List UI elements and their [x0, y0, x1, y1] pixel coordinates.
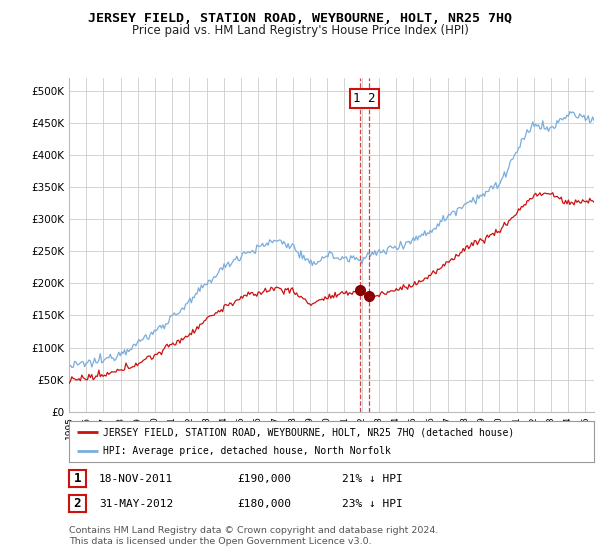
- Text: JERSEY FIELD, STATION ROAD, WEYBOURNE, HOLT, NR25 7HQ (detached house): JERSEY FIELD, STATION ROAD, WEYBOURNE, H…: [103, 427, 514, 437]
- Text: JERSEY FIELD, STATION ROAD, WEYBOURNE, HOLT, NR25 7HQ: JERSEY FIELD, STATION ROAD, WEYBOURNE, H…: [88, 12, 512, 25]
- Text: 31-MAY-2012: 31-MAY-2012: [99, 499, 173, 509]
- Text: 23% ↓ HPI: 23% ↓ HPI: [342, 499, 403, 509]
- Text: Contains HM Land Registry data © Crown copyright and database right 2024.
This d: Contains HM Land Registry data © Crown c…: [69, 526, 439, 546]
- Text: Price paid vs. HM Land Registry's House Price Index (HPI): Price paid vs. HM Land Registry's House …: [131, 24, 469, 36]
- Text: £190,000: £190,000: [237, 474, 291, 484]
- Text: 1 2: 1 2: [353, 92, 376, 105]
- Text: 18-NOV-2011: 18-NOV-2011: [99, 474, 173, 484]
- Text: HPI: Average price, detached house, North Norfolk: HPI: Average price, detached house, Nort…: [103, 446, 391, 456]
- Text: 21% ↓ HPI: 21% ↓ HPI: [342, 474, 403, 484]
- Text: 1: 1: [74, 472, 81, 485]
- Text: £180,000: £180,000: [237, 499, 291, 509]
- Text: 2: 2: [74, 497, 81, 510]
